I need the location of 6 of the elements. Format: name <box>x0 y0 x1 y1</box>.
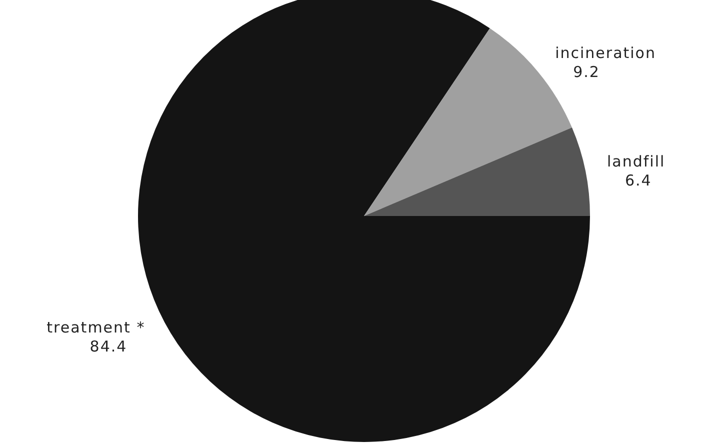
data-label: 6.4 <box>625 171 652 190</box>
slice-label: treatment * <box>46 318 146 337</box>
data-label: 9.2 <box>573 62 600 81</box>
slice-label: incineration <box>555 44 656 62</box>
slice-label: landfill <box>607 152 666 170</box>
data-label: 84.4 <box>90 338 128 356</box>
